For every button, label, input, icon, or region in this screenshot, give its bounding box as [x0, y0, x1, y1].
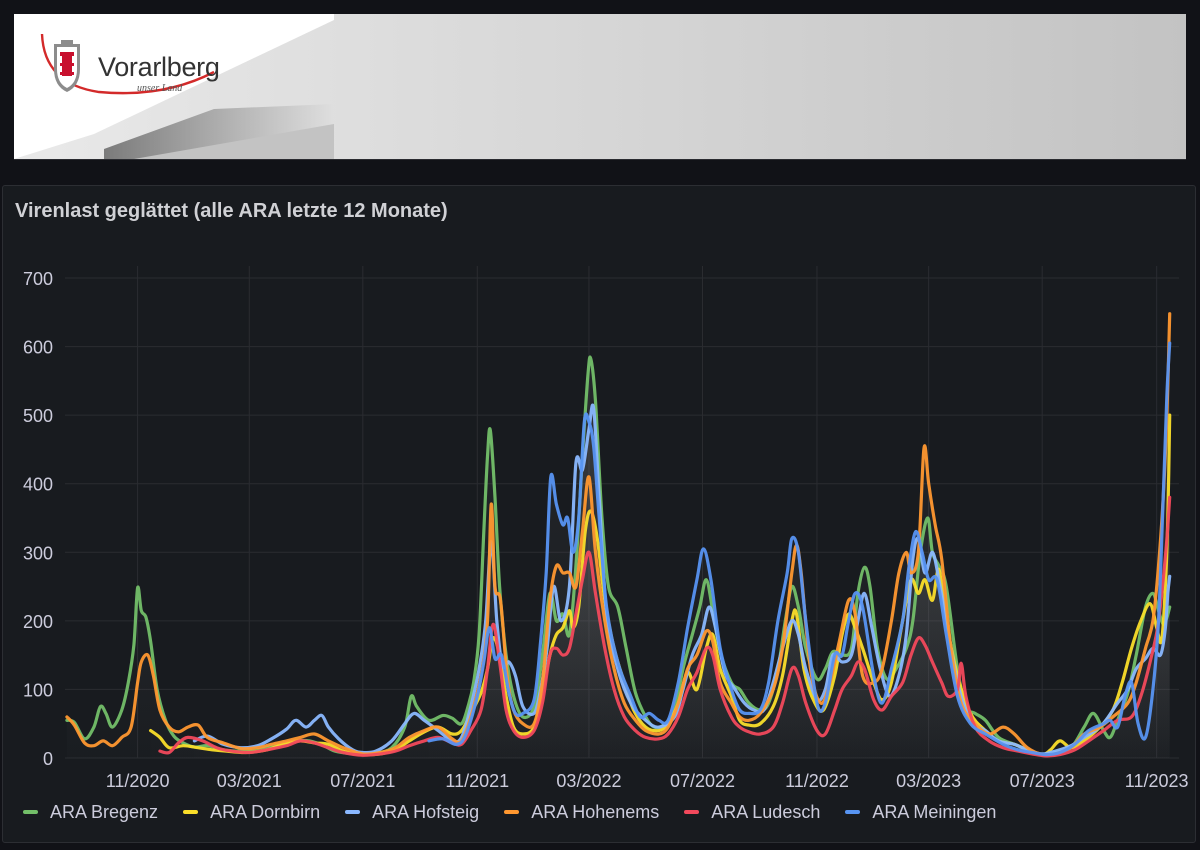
x-tick-label: 11/2023 [1125, 771, 1189, 791]
line-chart: 0 100 200 300 400 500 600 700 11/2020 03/2021 07/2… [23, 266, 1189, 791]
series-area [66, 313, 1170, 758]
series-line-ara-dornbirn [149, 413, 1172, 757]
legend-label: ARA Hofsteig [372, 801, 480, 822]
y-tick-label: 200 [23, 612, 53, 632]
legend-item-ara-meiningen[interactable]: ARA Meiningen [845, 802, 996, 823]
y-tick-label: 300 [23, 543, 53, 563]
legend-swatch [345, 810, 361, 814]
header-banner: Vorarlberg unser Land [14, 14, 1186, 160]
legend-item-ara-hofsteig[interactable]: ARA Hofsteig [345, 802, 479, 823]
legend-item-ara-ludesch[interactable]: ARA Ludesch [684, 802, 820, 823]
series-line-ara-hohenems [65, 312, 1172, 757]
y-tick-label: 100 [23, 680, 53, 700]
y-tick-label: 700 [23, 269, 53, 289]
legend-swatch [684, 810, 700, 814]
x-tick-label: 07/2022 [670, 771, 735, 791]
y-tick-label: 0 [43, 749, 53, 769]
series-line-ara-ludesch [158, 495, 1172, 758]
legend-label: ARA Bregenz [50, 801, 159, 822]
y-tick-label: 400 [23, 475, 53, 495]
x-tick-label: 11/2021 [445, 771, 509, 791]
y-tick-label: 500 [23, 406, 53, 426]
legend-label: ARA Meiningen [872, 801, 997, 822]
series-area [159, 497, 1170, 758]
legend-swatch [845, 810, 861, 814]
y-tick-label: 600 [23, 338, 53, 358]
x-tick-label: 11/2020 [106, 771, 170, 791]
legend-label: ARA Hohenems [531, 801, 660, 822]
logo-wordmark: Vorarlberg [98, 52, 220, 82]
x-tick-label: 03/2022 [556, 771, 621, 791]
banner-graphic [14, 14, 1186, 159]
series-area [150, 415, 1170, 758]
series-line-ara-meiningen [427, 341, 1172, 757]
x-tick-label: 07/2021 [330, 771, 395, 791]
legend-label: ARA Ludesch [711, 801, 821, 822]
legend-label: ARA Dornbirn [210, 801, 321, 822]
legend-swatch [183, 810, 199, 814]
logo-swoosh [40, 33, 215, 95]
coat-of-arms-icon [54, 40, 80, 92]
panel-title: Virenlast geglättet (alle ARA letzte 12 … [15, 200, 448, 222]
legend-swatch [23, 810, 38, 814]
legend-swatch [504, 810, 520, 814]
chart-panel: 0 100 200 300 400 500 600 700 11/2020 03/2021 07/2… [2, 185, 1196, 843]
legend-item-ara-bregenz[interactable]: ARA Bregenz [23, 802, 158, 823]
x-tick-label: 07/2023 [1010, 771, 1075, 791]
x-tick-label: 11/2022 [785, 771, 849, 791]
x-tick-label: 03/2021 [217, 771, 282, 791]
logo-tagline: unser Land [137, 83, 183, 94]
legend-item-ara-hohenems[interactable]: ARA Hohenems [504, 802, 659, 823]
chart-legend: ARA Bregenz ARA Dornbirn ARA Hofsteig ARA H… [23, 800, 1021, 824]
area-fill-group [66, 313, 1170, 758]
legend-item-ara-dornbirn[interactable]: ARA Dornbirn [183, 802, 320, 823]
x-tick-label: 03/2023 [896, 771, 961, 791]
